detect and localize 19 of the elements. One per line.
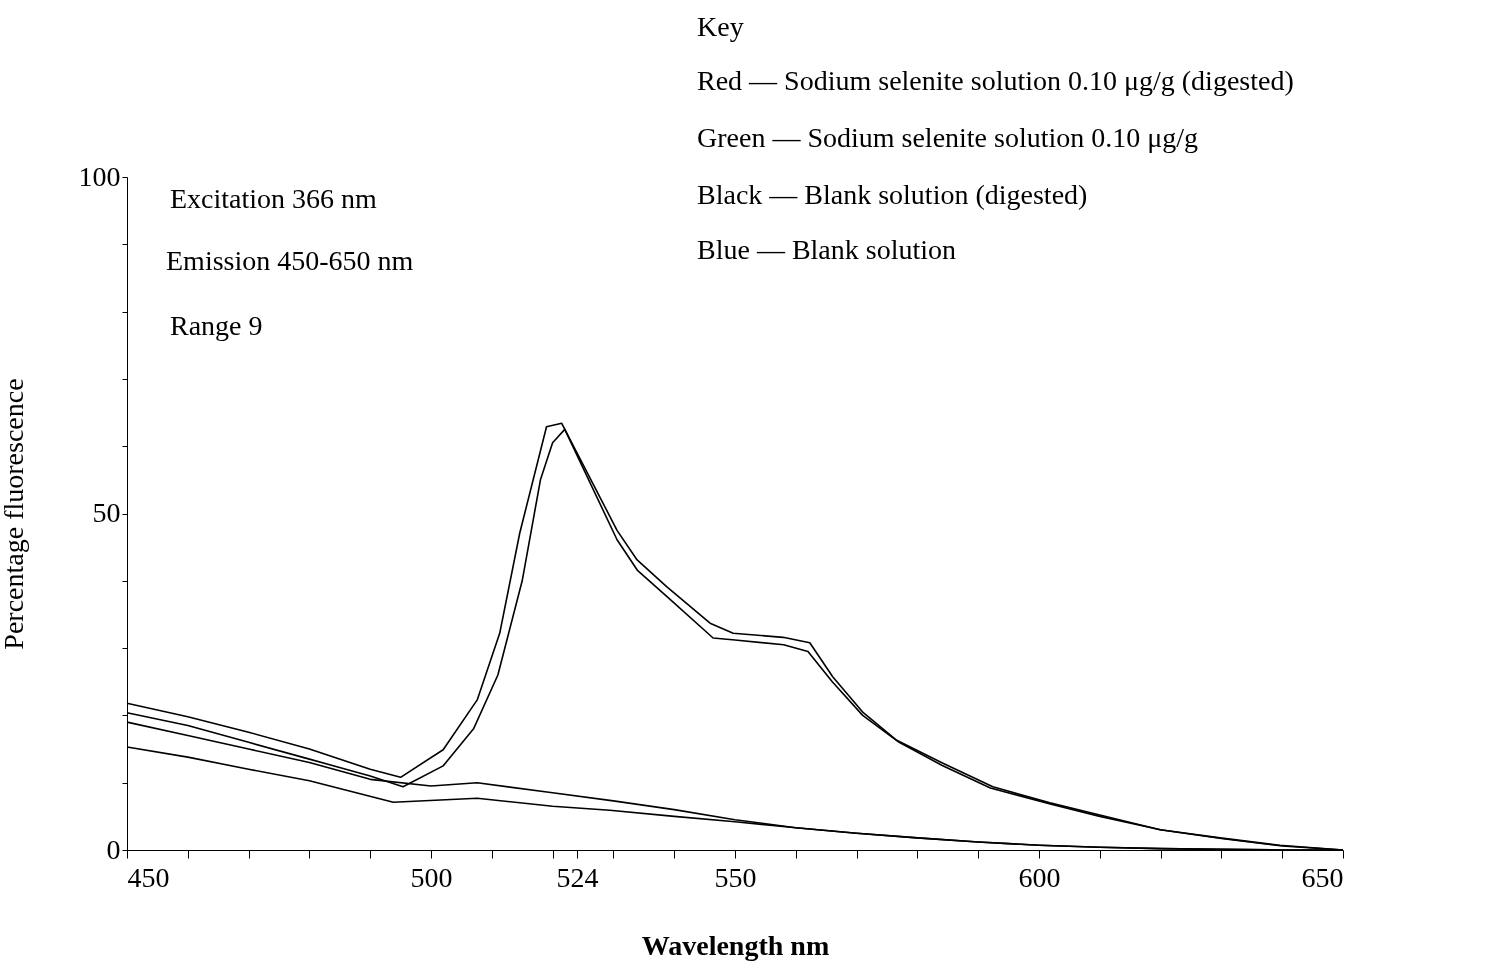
annotation: Range 9: [170, 310, 263, 341]
y-tick-label: 100: [78, 160, 121, 192]
y-tick-label: 0: [106, 833, 121, 865]
annotation: Excitation 366 nm: [170, 183, 378, 214]
x-tick-label: 524: [556, 861, 599, 893]
annotation: Black — Blank solution (digested): [697, 179, 1088, 210]
x-tick-label: 650: [1301, 861, 1344, 893]
x-axis-title: Wavelength nm: [641, 929, 830, 961]
annotation: Emission 450-650 nm: [166, 245, 414, 276]
text: Key: [697, 11, 744, 42]
x-tick-label: 450: [127, 861, 170, 893]
annotation: Blue — Blank solution: [697, 234, 956, 265]
y-axis-title: Percentage fluorescence: [0, 378, 29, 650]
text: Red — Sodium selenite solution 0.10 μg/g (digested): [697, 65, 1294, 96]
text: Green — Sodium selenite solution 0.10 μg/g: [697, 122, 1199, 153]
x-tick-label: 600: [1018, 861, 1061, 893]
y-tick-label: 50: [92, 497, 121, 528]
x-tick-label: 500: [410, 861, 453, 893]
x-tick-label: 550: [714, 861, 757, 893]
